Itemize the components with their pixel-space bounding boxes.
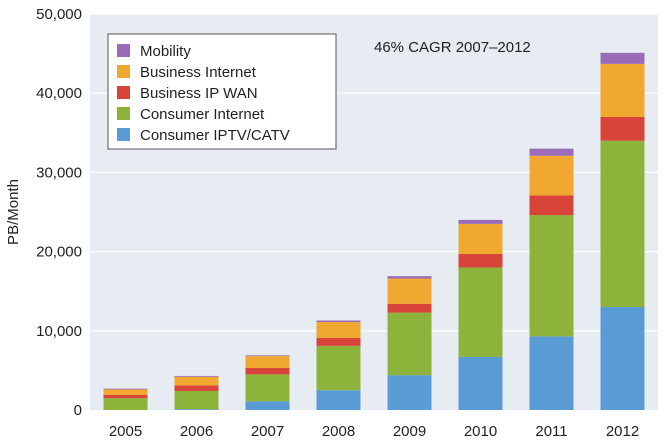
legend-label-business-internet: Business Internet [140,64,257,81]
bar-segment-consumer-internet-2011 [529,215,574,337]
bar-segment-business-ip-wan-2012 [600,116,645,141]
bar-segment-consumer-internet-2009 [387,312,432,376]
y-tick-label: 20,000 [36,244,82,261]
bar-segment-mobility-2010 [458,219,503,224]
bar-segment-mobility-2005 [103,388,148,390]
y-tick-label: 50,000 [36,6,82,23]
bars [103,52,645,410]
bar-segment-consumer-iptv-catv-2011 [529,336,574,410]
bar-segment-consumer-iptv-catv-2010 [458,356,503,410]
y-tick-label: 40,000 [36,85,82,102]
legend-label-business-ip-wan: Business IP WAN [140,85,258,102]
bar-segment-consumer-iptv-catv-2012 [600,307,645,410]
cagr-annotation: 46% CAGR 2007–2012 [374,39,531,56]
legend-label-consumer-internet: Consumer Internet [140,106,265,123]
bar-segment-mobility-2012 [600,52,645,64]
bar-segment-consumer-internet-2007 [245,374,290,402]
bar-segment-business-ip-wan-2006 [174,385,219,391]
bar-segment-mobility-2006 [174,375,219,377]
y-axis-ticks: 0 10,000 20,000 30,000 40,000 50,000 [36,6,82,419]
bar-segment-business-internet-2009 [387,278,432,304]
x-tick-label: 2010 [464,423,497,440]
bar-segment-mobility-2011 [529,148,574,156]
bar-segment-business-internet-2011 [529,155,574,196]
legend-swatch-mobility [117,44,130,57]
bar-segment-business-internet-2010 [458,223,503,254]
bar-segment-business-ip-wan-2008 [316,337,361,346]
bar-segment-consumer-internet-2010 [458,267,503,357]
bar-segment-business-internet-2007 [245,356,290,369]
x-tick-label: 2011 [535,423,567,440]
bar-segment-business-ip-wan-2009 [387,303,432,313]
legend-swatch-consumer-iptv-catv [117,128,130,141]
y-axis-title: PB/Month [5,179,22,245]
bar-segment-consumer-internet-2006 [174,390,219,410]
legend-swatch-business-internet [117,65,130,78]
bar-segment-consumer-iptv-catv-2008 [316,390,361,410]
bar-segment-mobility-2008 [316,320,361,323]
x-tick-label: 2007 [251,423,284,440]
x-tick-label: 2006 [180,423,213,440]
y-tick-label: 10,000 [36,323,82,340]
legend-label-mobility: Mobility [140,43,191,60]
legend-swatch-consumer-internet [117,107,130,120]
bar-segment-business-internet-2008 [316,322,361,338]
legend: Mobility Business Internet Business IP WAN… [107,33,337,150]
bar-segment-business-ip-wan-2011 [529,195,574,216]
bar-segment-business-internet-2005 [103,389,148,395]
bar-segment-business-internet-2012 [600,63,645,117]
bar-segment-mobility-2007 [245,355,290,357]
y-tick-label: 0 [74,402,82,419]
x-tick-label: 2012 [606,423,639,440]
x-tick-label: 2009 [393,423,426,440]
bar-segment-consumer-internet-2008 [316,345,361,391]
x-tick-label: 2008 [322,423,355,440]
y-tick-label: 30,000 [36,164,82,181]
x-tick-label: 2005 [109,423,142,440]
bar-segment-consumer-iptv-catv-2009 [387,375,432,410]
legend-swatch-business-ip-wan [117,86,130,99]
bar-segment-business-ip-wan-2010 [458,253,503,268]
bar-segment-business-ip-wan-2005 [103,394,148,399]
bar-segment-business-ip-wan-2007 [245,368,290,375]
bar-segment-consumer-internet-2012 [600,140,645,308]
bar-segment-business-internet-2006 [174,376,219,386]
legend-label-consumer-iptv-catv: Consumer IPTV/CATV [140,127,290,144]
bar-segment-consumer-internet-2005 [103,398,148,410]
x-axis-ticks: 2005 2006 2007 2008 2009 2010 2011 2012 [109,423,639,440]
bar-segment-mobility-2009 [387,276,432,279]
legend-box [107,33,337,150]
bar-segment-consumer-iptv-catv-2007 [245,401,290,410]
bar-segment-consumer-iptv-catv-2006 [174,409,219,410]
